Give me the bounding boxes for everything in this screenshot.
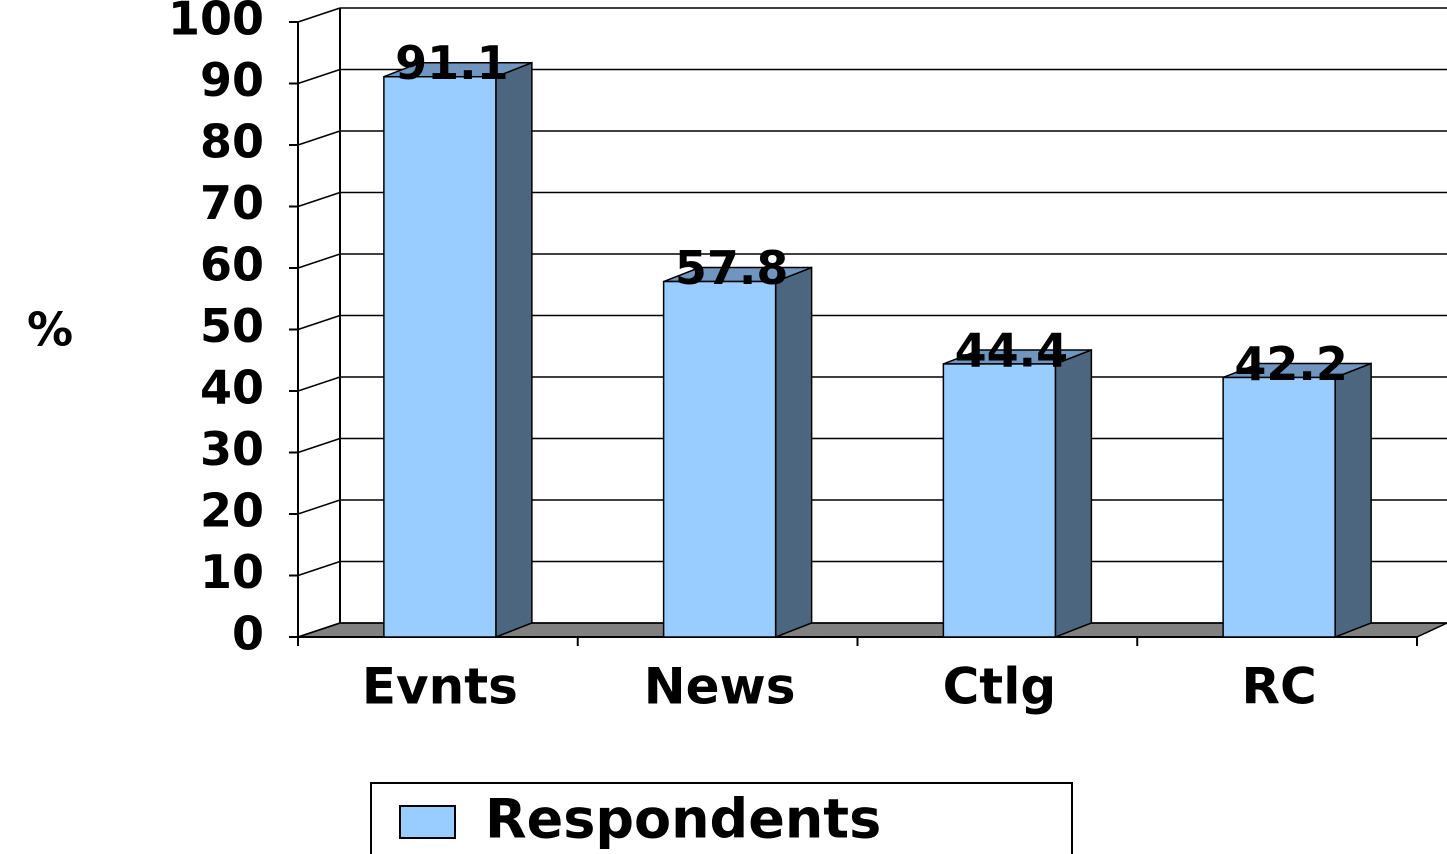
bar-side bbox=[774, 266, 813, 639]
y-tick-label: 10 bbox=[200, 545, 264, 599]
grid-side-line bbox=[297, 437, 341, 454]
bar bbox=[1222, 362, 1372, 639]
bar bbox=[383, 61, 533, 639]
bar-front bbox=[662, 280, 777, 638]
data-label: 57.8 bbox=[675, 241, 789, 295]
bar-front bbox=[942, 363, 1057, 638]
y-tick-label: 20 bbox=[200, 484, 264, 538]
y-tick-label: 70 bbox=[200, 176, 264, 230]
y-tick-label: 50 bbox=[200, 299, 264, 353]
grid-side-line bbox=[297, 7, 341, 23]
grid-side-line bbox=[297, 376, 341, 392]
grid-side-line bbox=[297, 68, 341, 85]
x-tick-label: RC bbox=[1242, 658, 1317, 716]
y-tick-label: 100 bbox=[168, 0, 264, 46]
grid-side-line bbox=[297, 253, 341, 269]
legend-label: Respondents bbox=[485, 788, 881, 851]
grid-side-line bbox=[297, 130, 341, 146]
y-tick-label: 90 bbox=[200, 53, 264, 107]
grid-side-line bbox=[297, 622, 341, 638]
bar-side bbox=[495, 61, 533, 639]
data-label: 42.2 bbox=[1234, 337, 1348, 391]
grid-side-line bbox=[297, 560, 341, 577]
x-tick-label: Ctlg bbox=[943, 658, 1057, 716]
bar-front bbox=[383, 75, 497, 638]
bar-side bbox=[1334, 362, 1372, 639]
bar bbox=[662, 266, 813, 639]
legend-swatch bbox=[399, 805, 456, 839]
x-tick-label: Evnts bbox=[362, 658, 518, 716]
data-label: 44.4 bbox=[955, 323, 1069, 377]
bar-side bbox=[1054, 348, 1093, 639]
bar bbox=[942, 348, 1093, 639]
y-tick-label: 80 bbox=[200, 115, 264, 169]
grid-side-line bbox=[297, 191, 341, 208]
y-tick-label: 30 bbox=[200, 422, 264, 476]
y-tick-label: 60 bbox=[200, 238, 264, 292]
grid-side-line bbox=[297, 314, 341, 331]
legend-box bbox=[370, 782, 1073, 854]
grid-side-line bbox=[297, 499, 341, 515]
x-tick-label: News bbox=[644, 658, 796, 716]
y-tick-label: 40 bbox=[200, 361, 264, 415]
y-axis-label: % bbox=[27, 303, 73, 357]
data-label: 91.1 bbox=[395, 36, 509, 90]
bar-front bbox=[1222, 376, 1336, 638]
y-tick-label: 0 bbox=[232, 607, 264, 661]
